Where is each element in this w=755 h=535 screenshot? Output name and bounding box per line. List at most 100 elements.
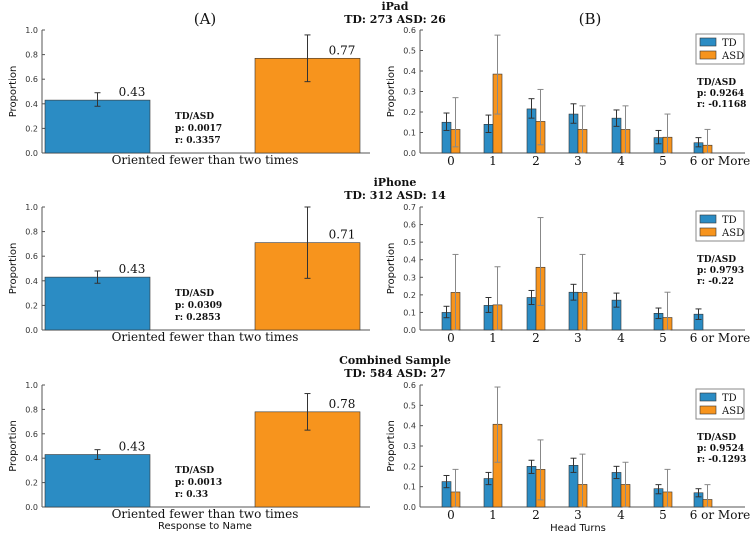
y-tick-label: 0.6: [403, 26, 416, 35]
stats-r: r: 0.3357: [175, 136, 221, 146]
stats-r: r: 0.2853: [175, 313, 221, 323]
value-label: 0.78: [329, 397, 356, 411]
y-tick-label: 0.6: [25, 430, 38, 439]
y-tick-label: 0.3: [403, 273, 416, 282]
y-tick-label: 0.6: [25, 252, 38, 261]
value-label: 0.77: [329, 43, 356, 57]
x-tick-label: 5: [659, 154, 667, 168]
y-tick-label: 0.2: [403, 462, 416, 471]
y-tick-label: 0.5: [403, 238, 416, 247]
y-tick-label: 0.1: [403, 308, 416, 317]
y-tick-label: 0.2: [25, 124, 38, 133]
chart-title: iPhone: [374, 176, 417, 189]
y-tick-label: 0.7: [403, 203, 416, 212]
y-tick-label: 1.0: [25, 26, 38, 35]
stats-p: p: 0.0309: [175, 301, 222, 311]
x-tick-label: 5: [659, 508, 667, 522]
legend: TD ASD: [695, 210, 745, 242]
value-label: 0.43: [119, 85, 146, 99]
y-tick-label: 0.0: [25, 149, 38, 158]
bar-td: [44, 276, 151, 331]
y-tick-label: 0.0: [403, 326, 416, 335]
y-tick-label: 1.0: [25, 203, 38, 212]
y-axis-label: Proportion: [8, 243, 19, 295]
stats-r: r: 0.33: [175, 490, 208, 500]
y-tick-label: 0.4: [403, 422, 416, 431]
panel-label-b: (B): [579, 10, 602, 28]
legend-label-asd: ASD: [721, 51, 744, 62]
y-tick-label: 0.8: [25, 228, 38, 237]
chart-title: iPad: [382, 0, 409, 13]
stats-r: r: -0.1293: [697, 455, 746, 465]
y-tick-label: 0.2: [403, 108, 416, 117]
stats-head: TD/ASD: [697, 78, 736, 88]
y-tick-label: 0.1: [403, 483, 416, 492]
chart-combined-sample-a: 0.0 0.2 0.4 0.6 0.8 1.0 Proportion 0.43 0.78 Orie…: [8, 381, 370, 532]
y-axis-label: Proportion: [386, 243, 397, 295]
chart-iphone-a: 0.0 0.2 0.4 0.6 0.8 1.0 Proportion 0.43 0.71 Orie…: [8, 203, 370, 344]
legend-label-td: TD: [722, 38, 737, 49]
chart-subtitle: TD: 584 ASD: 27: [344, 367, 446, 380]
x-axis-label: Head Turns: [550, 523, 606, 534]
x-tick-label: 6 or More: [690, 508, 751, 522]
legend-label-asd: ASD: [721, 406, 744, 417]
legend-swatch-td: [699, 37, 717, 47]
stats-p: p: 0.0013: [175, 478, 222, 488]
chart-subtitle: TD: 312 ASD: 14: [344, 189, 446, 202]
stats-r: r: -0.1168: [697, 100, 746, 110]
value-label: 0.43: [119, 440, 146, 454]
legend-swatch-asd: [699, 405, 717, 415]
y-tick-label: 0.4: [25, 277, 38, 286]
y-tick-label: 0.2: [25, 479, 38, 488]
y-tick-label: 0.2: [403, 291, 416, 300]
x-tick-label: 4: [617, 508, 625, 522]
legend-swatch-td: [699, 214, 717, 224]
stats-head: TD/ASD: [175, 466, 214, 476]
value-label: 0.43: [119, 262, 146, 276]
chart-ipad-a: 0.0 0.2 0.4 0.6 0.8 1.0 Proportion 0.43 0.77 Orie…: [8, 26, 370, 167]
stats-r: r: -0.22: [697, 277, 734, 287]
stats-p: p: 0.9524: [697, 444, 744, 454]
x-category-label: Oriented fewer than two times: [112, 153, 299, 167]
y-tick-label: 0.4: [25, 454, 38, 463]
y-tick-label: 0.6: [403, 221, 416, 230]
y-tick-label: 0.6: [403, 381, 416, 390]
y-tick-label: 0.4: [403, 67, 416, 76]
y-tick-label: 0.4: [25, 100, 38, 109]
x-tick-label: 1: [489, 508, 497, 522]
x-tick-label: 1: [489, 331, 497, 345]
legend: TD ASD: [695, 33, 745, 65]
x-tick-label: 4: [617, 154, 625, 168]
y-tick-label: 1.0: [25, 381, 38, 390]
x-tick-label: 2: [532, 508, 540, 522]
y-tick-label: 0.1: [403, 129, 416, 138]
stats-head: TD/ASD: [697, 433, 736, 443]
x-tick-label: 4: [617, 331, 625, 345]
y-tick-label: 0.0: [403, 149, 416, 158]
x-axis-label: Response to Name: [158, 521, 252, 532]
y-tick-label: 0.0: [25, 326, 38, 335]
y-axis-label: Proportion: [8, 66, 19, 118]
stats-p: p: 0.9793: [697, 266, 744, 276]
stats-head: TD/ASD: [175, 289, 214, 299]
x-category-label: Oriented fewer than two times: [112, 507, 299, 521]
x-tick-label: 3: [574, 508, 582, 522]
y-tick-label: 0.0: [403, 503, 416, 512]
y-axis-label: Proportion: [386, 66, 397, 118]
stats-head: TD/ASD: [175, 112, 214, 122]
x-tick-label: 0: [447, 331, 455, 345]
y-tick-label: 0.6: [25, 75, 38, 84]
panel-label-a: (A): [194, 10, 217, 28]
y-tick-label: 0.8: [25, 51, 38, 60]
x-tick-label: 3: [574, 331, 582, 345]
y-tick-label: 0.5: [403, 401, 416, 410]
y-axis-label: Proportion: [8, 420, 19, 472]
x-tick-label: 0: [447, 154, 455, 168]
chart-subtitle: TD: 273 ASD: 26: [344, 13, 446, 26]
x-tick-label: 5: [659, 331, 667, 345]
legend-label-td: TD: [722, 215, 737, 226]
stats-p: p: 0.9264: [697, 89, 744, 99]
